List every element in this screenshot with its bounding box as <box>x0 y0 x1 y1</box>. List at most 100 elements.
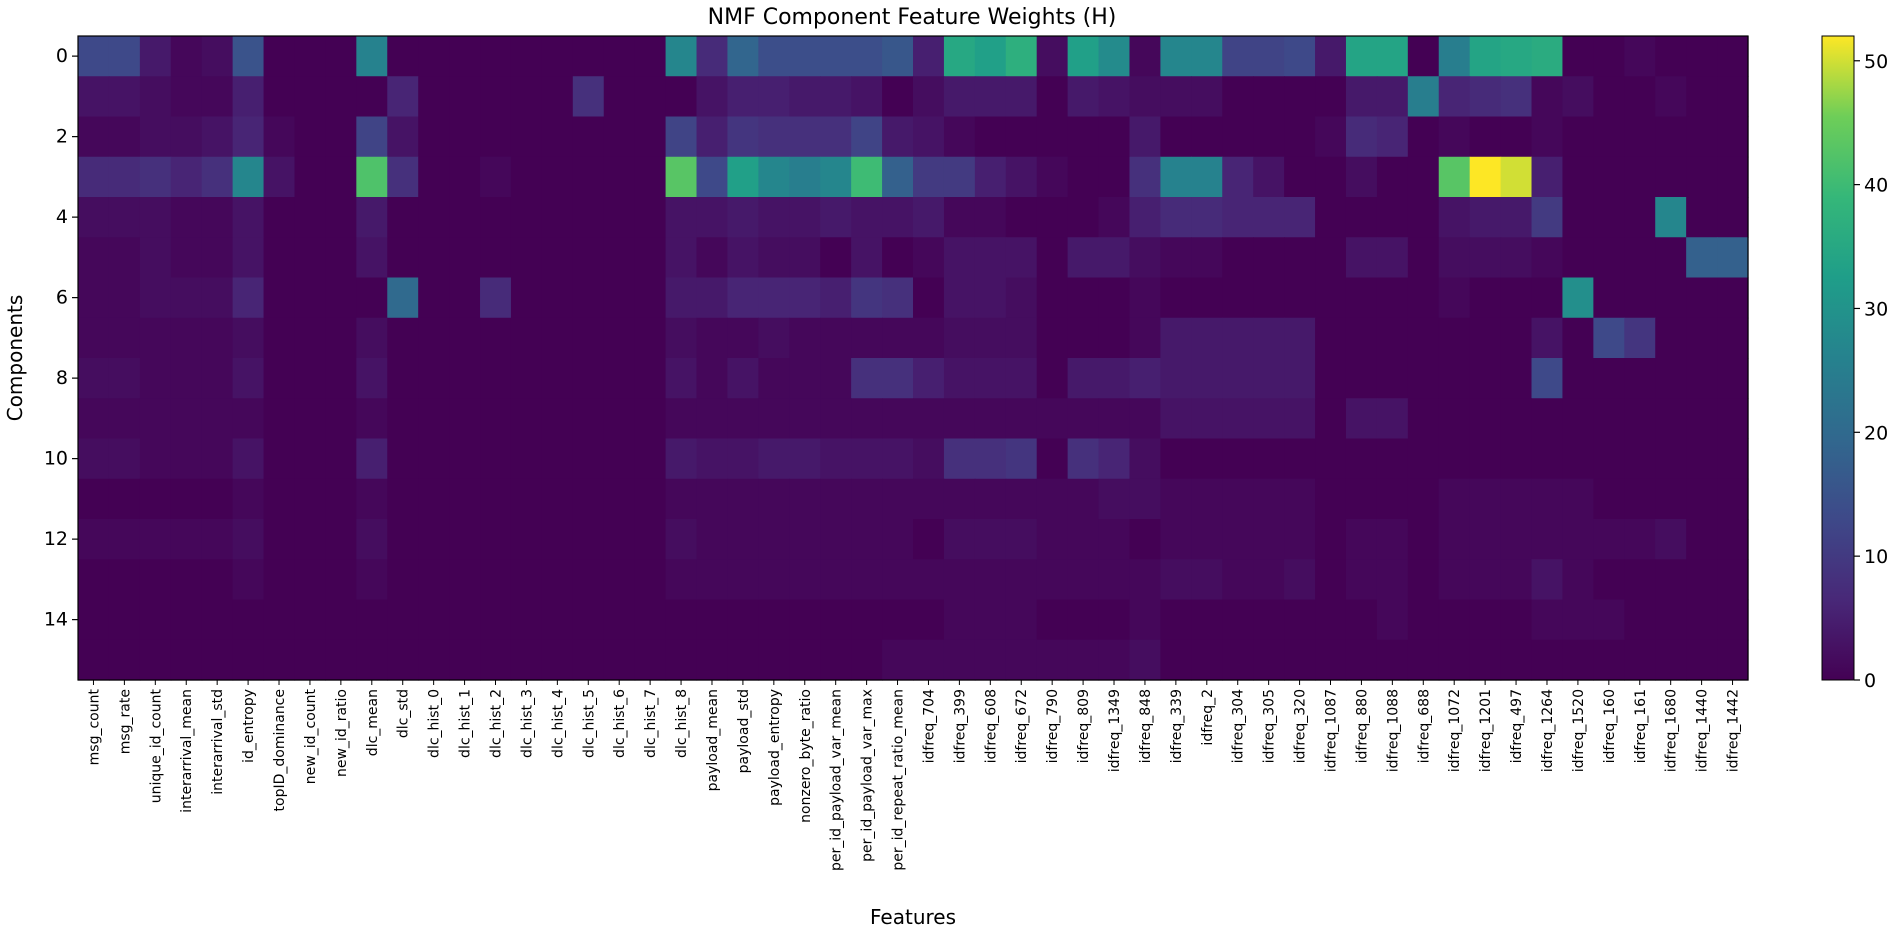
heatmap-cell <box>139 599 172 641</box>
heatmap-cell <box>1067 277 1100 319</box>
heatmap-cell <box>1624 358 1656 399</box>
heatmap-cell <box>510 76 543 118</box>
heatmap-cell <box>603 116 636 158</box>
heatmap-cell <box>789 76 821 118</box>
heatmap-cell <box>78 599 110 641</box>
heatmap-cell <box>1655 237 1687 279</box>
x-tick-label: idfreq_688 <box>1416 689 1432 763</box>
heatmap-cell <box>696 599 729 641</box>
heatmap-cell <box>1438 559 1471 601</box>
heatmap-cell <box>758 317 790 359</box>
heatmap-cell <box>263 116 296 158</box>
heatmap-cell <box>1531 76 1564 118</box>
heatmap-cell <box>1655 438 1687 480</box>
heatmap-cell <box>1438 277 1471 319</box>
heatmap-cell <box>1222 438 1254 480</box>
heatmap-cell <box>170 277 203 319</box>
heatmap-cell <box>1284 116 1316 158</box>
heatmap-cell <box>510 156 543 198</box>
heatmap-cell <box>1686 639 1718 681</box>
heatmap-cell <box>108 116 141 158</box>
colorbar-tick-label: 30 <box>1864 298 1888 320</box>
heatmap-cell <box>1098 599 1131 641</box>
heatmap-cell <box>1717 36 1749 77</box>
heatmap-cell <box>572 116 605 158</box>
heatmap-cell <box>1098 237 1131 279</box>
x-tick-label: idfreq_305 <box>1262 689 1278 763</box>
heatmap-cell <box>356 639 388 681</box>
heatmap-cell <box>232 36 265 77</box>
heatmap-cell <box>1376 559 1409 601</box>
heatmap-cell <box>1624 438 1656 480</box>
heatmap-cell <box>634 76 667 118</box>
heatmap-cell <box>1253 398 1285 440</box>
heatmap-cell <box>480 197 512 238</box>
heatmap-cell <box>449 277 481 319</box>
y-axis-label: Components <box>3 295 27 422</box>
heatmap-cell <box>696 559 729 601</box>
heatmap-cell <box>510 277 543 319</box>
heatmap-cell <box>1160 156 1192 198</box>
heatmap-cell <box>634 639 667 681</box>
heatmap-cell <box>1160 398 1192 440</box>
heatmap-cell <box>263 438 296 480</box>
heatmap-cell <box>1129 559 1162 601</box>
x-tick-label: idfreq_880 <box>1354 689 1370 763</box>
heatmap-cell <box>510 599 543 641</box>
x-tick-label: idfreq_339 <box>1169 689 1185 763</box>
heatmap-cell <box>1593 398 1625 440</box>
heatmap-cell <box>387 197 419 238</box>
heatmap-cell <box>1222 599 1254 641</box>
heatmap-cell <box>1005 197 1038 238</box>
heatmap-cell <box>263 277 296 319</box>
heatmap-cell <box>1407 398 1440 440</box>
heatmap-cell <box>943 277 976 319</box>
heatmap-cell <box>356 36 388 77</box>
heatmap-cell <box>665 478 698 520</box>
heatmap-cell <box>1345 478 1378 520</box>
heatmap-cell <box>1098 277 1131 319</box>
heatmap-cell <box>139 358 172 399</box>
heatmap-cell <box>882 36 914 77</box>
heatmap-cell <box>943 197 976 238</box>
heatmap-cell <box>665 599 698 641</box>
heatmap-cell <box>510 197 543 238</box>
heatmap-cell <box>232 398 265 440</box>
heatmap-cell <box>325 639 357 681</box>
heatmap-cell <box>418 156 450 198</box>
heatmap-cell <box>727 639 759 681</box>
heatmap-cell <box>943 559 976 601</box>
heatmap-cell <box>1284 519 1316 560</box>
heatmap-cell <box>1407 156 1440 198</box>
heatmap-cell <box>78 438 110 480</box>
heatmap-cell <box>974 358 1007 399</box>
x-tick-label: payload_entropy <box>767 689 783 806</box>
heatmap-cell <box>758 478 790 520</box>
x-tick-label: payload_mean <box>705 689 721 791</box>
heatmap-cell <box>789 277 821 319</box>
heatmap-cell <box>1500 36 1533 77</box>
x-tick-label: idfreq_1201 <box>1478 689 1494 772</box>
heatmap-cell <box>913 317 945 359</box>
heatmap-cell <box>1562 116 1594 158</box>
heatmap-cell <box>1098 36 1131 77</box>
heatmap-cell <box>1129 237 1162 279</box>
heatmap-cell <box>263 599 296 641</box>
heatmap-cell <box>1655 358 1687 399</box>
heatmap-cell <box>1098 317 1131 359</box>
heatmap-cell <box>1717 519 1749 560</box>
heatmap-cell <box>1345 559 1378 601</box>
heatmap-cell <box>1222 358 1254 399</box>
heatmap-cell <box>572 156 605 198</box>
heatmap-cell <box>1407 559 1440 601</box>
heatmap-cell <box>139 317 172 359</box>
heatmap-cell <box>974 76 1007 118</box>
heatmap-cell <box>170 398 203 440</box>
heatmap-cell <box>1253 76 1285 118</box>
colorbar-axis: 0 10 20 30 40 50 <box>1854 51 1888 692</box>
heatmap-cell <box>387 277 419 319</box>
heatmap-cell <box>1376 317 1409 359</box>
heatmap-cell <box>1345 36 1378 77</box>
heatmap-cell <box>1376 398 1409 440</box>
heatmap-cell <box>572 478 605 520</box>
